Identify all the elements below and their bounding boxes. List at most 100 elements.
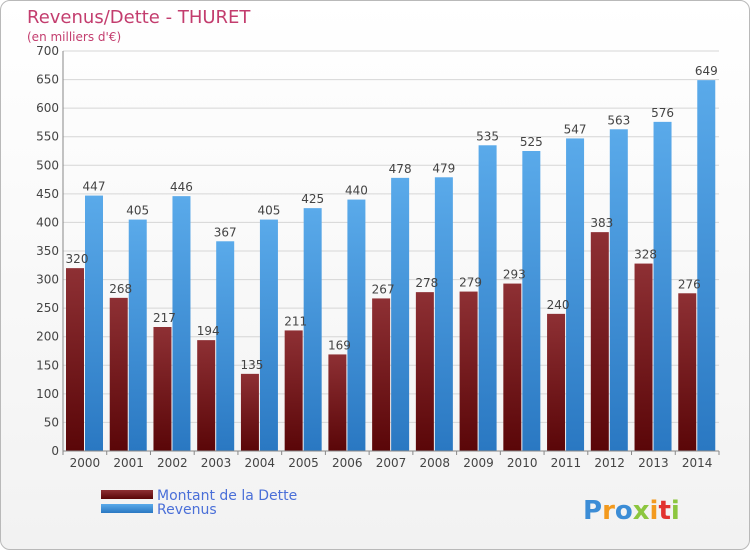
data-label-revenus: 405 <box>126 204 149 218</box>
data-label-revenus: 405 <box>257 204 280 218</box>
data-label-revenus: 478 <box>389 162 412 176</box>
y-tick-label: 50 <box>44 415 59 429</box>
bar-revenus <box>128 219 147 451</box>
y-tick-label: 700 <box>36 44 59 58</box>
bar-dette <box>109 297 128 451</box>
bar-dette <box>459 291 478 451</box>
data-label-dette: 211 <box>284 314 307 328</box>
y-tick-label: 250 <box>36 301 59 315</box>
y-tick-label: 300 <box>36 273 59 287</box>
data-label-revenus: 547 <box>564 122 587 136</box>
proxiti-logo: Proxiti <box>583 496 680 526</box>
data-label-dette: 268 <box>109 282 132 296</box>
data-label-revenus: 576 <box>651 106 674 120</box>
data-label-revenus: 367 <box>214 225 237 239</box>
y-tick-label: 500 <box>36 158 59 172</box>
data-label-revenus: 649 <box>695 64 718 78</box>
x-tick-label: 2007 <box>376 456 407 470</box>
bar-revenus <box>653 121 672 451</box>
bar-revenus <box>259 219 278 451</box>
data-label-dette: 240 <box>547 298 570 312</box>
bar-dette <box>153 327 172 451</box>
data-label-dette: 279 <box>459 276 482 290</box>
data-label-dette: 169 <box>328 338 351 352</box>
data-label-dette: 383 <box>590 216 613 230</box>
bar-dette <box>328 354 347 451</box>
bar-dette <box>547 313 566 451</box>
y-tick-label: 450 <box>36 187 59 201</box>
x-tick-label: 2005 <box>288 456 319 470</box>
bar-dette <box>634 263 653 451</box>
data-label-dette: 217 <box>153 311 176 325</box>
bar-revenus <box>478 145 497 452</box>
bar-dette <box>415 292 434 451</box>
data-label-dette: 267 <box>372 282 395 296</box>
x-tick-label: 2008 <box>419 456 450 470</box>
legend-swatch-revenus <box>101 504 153 513</box>
y-tick-label: 350 <box>36 244 59 258</box>
bar-revenus <box>216 241 235 451</box>
data-label-revenus: 446 <box>170 180 193 194</box>
legend: Montant de la Dette Revenus <box>101 488 297 518</box>
bar-dette <box>503 283 522 451</box>
y-tick-label: 600 <box>36 101 59 115</box>
bar-revenus <box>566 138 585 451</box>
x-tick-label: 2000 <box>70 456 101 470</box>
y-tick-label: 0 <box>51 444 59 458</box>
logo-letter: r <box>602 496 615 526</box>
y-tick-label: 550 <box>36 130 59 144</box>
data-label-revenus: 525 <box>520 135 543 149</box>
logo-letter: i <box>650 496 659 526</box>
logo-letter: i <box>671 496 680 526</box>
logo-letter: t <box>658 496 670 526</box>
x-tick-label: 2002 <box>157 456 188 470</box>
legend-label-revenus: Revenus <box>157 502 217 518</box>
y-tick-label: 100 <box>36 387 59 401</box>
bar-revenus <box>347 199 366 451</box>
bar-revenus <box>609 129 628 452</box>
x-tick-label: 2009 <box>463 456 494 470</box>
x-tick-label: 2012 <box>594 456 625 470</box>
legend-label-debt: Montant de la Dette <box>157 488 297 504</box>
data-label-revenus: 425 <box>301 192 324 206</box>
data-label-dette: 293 <box>503 268 526 282</box>
x-tick-label: 2010 <box>507 456 538 470</box>
data-label-revenus: 440 <box>345 184 368 198</box>
y-tick-label: 650 <box>36 73 59 87</box>
data-label-dette: 276 <box>678 277 701 291</box>
data-label-revenus: 535 <box>476 129 499 143</box>
data-label-dette: 278 <box>415 276 438 290</box>
logo-letter: P <box>583 496 602 526</box>
bar-revenus <box>522 151 541 451</box>
bar-dette <box>678 293 697 451</box>
bar-revenus <box>85 195 103 451</box>
bar-dette <box>372 298 391 451</box>
bar-dette <box>66 268 84 451</box>
x-tick-label: 2004 <box>245 456 276 470</box>
data-label-revenus: 447 <box>83 180 106 194</box>
bar-dette <box>590 232 609 451</box>
data-label-dette: 320 <box>66 252 89 266</box>
y-tick-label: 400 <box>36 215 59 229</box>
x-tick-label: 2003 <box>201 456 232 470</box>
data-label-dette: 135 <box>240 358 263 372</box>
chart-title: Revenus/Dette - THURET <box>27 7 251 28</box>
logo-letter: o <box>615 496 633 526</box>
data-label-dette: 328 <box>634 248 657 262</box>
chart-subtitle: (en milliers d'€) <box>27 30 121 44</box>
data-label-revenus: 563 <box>607 113 630 127</box>
x-tick-label: 2001 <box>113 456 144 470</box>
bar-revenus <box>391 177 410 451</box>
bar-dette <box>240 373 259 451</box>
x-tick-label: 2011 <box>551 456 582 470</box>
bar-revenus <box>303 208 322 451</box>
bar-revenus <box>434 177 453 452</box>
x-tick-label: 2013 <box>638 456 669 470</box>
bar-revenus <box>172 196 191 451</box>
proxiti-logo-text: Proxiti <box>583 496 680 526</box>
data-label-dette: 194 <box>197 324 220 338</box>
x-tick-label: 2006 <box>332 456 363 470</box>
logo-letter: x <box>633 496 650 526</box>
